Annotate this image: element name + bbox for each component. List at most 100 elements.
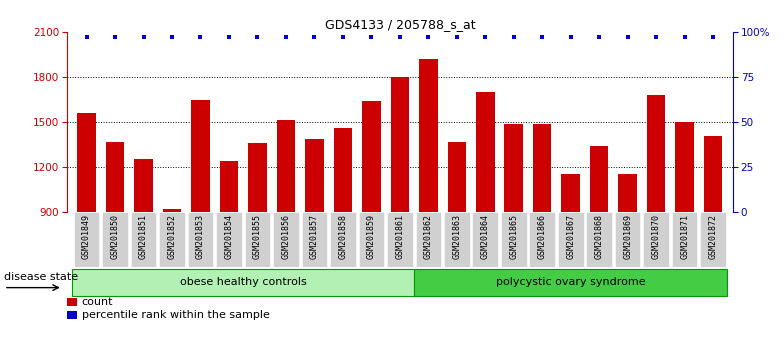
Text: GSM201868: GSM201868 — [595, 214, 604, 259]
Text: GSM201861: GSM201861 — [395, 214, 405, 259]
Point — [137, 34, 150, 40]
Text: GSM201857: GSM201857 — [310, 214, 319, 259]
Bar — [615, 212, 641, 267]
Bar — [529, 212, 555, 267]
Bar — [561, 174, 580, 212]
Text: GSM201855: GSM201855 — [253, 214, 262, 259]
Bar — [106, 142, 125, 212]
Bar — [334, 128, 352, 212]
Bar — [558, 212, 583, 267]
Text: GSM201849: GSM201849 — [82, 214, 91, 259]
Bar — [473, 212, 498, 267]
Bar — [501, 212, 527, 267]
Bar — [448, 142, 466, 212]
Text: GSM201871: GSM201871 — [681, 214, 689, 259]
Point — [109, 34, 122, 40]
FancyBboxPatch shape — [72, 269, 414, 296]
Point — [622, 34, 634, 40]
Bar — [362, 101, 380, 212]
Point — [251, 34, 263, 40]
Bar — [330, 212, 356, 267]
Point — [479, 34, 492, 40]
Text: GSM201867: GSM201867 — [566, 214, 575, 259]
Bar — [700, 212, 726, 267]
Point — [165, 34, 178, 40]
Bar — [131, 212, 156, 267]
Bar — [220, 161, 238, 212]
Bar — [305, 139, 324, 212]
Bar — [504, 124, 523, 212]
Bar — [647, 95, 666, 212]
Text: count: count — [82, 297, 113, 307]
Bar — [358, 212, 384, 267]
Point — [707, 34, 720, 40]
Text: polycystic ovary syndrome: polycystic ovary syndrome — [496, 277, 645, 287]
Bar — [619, 174, 637, 212]
Bar — [163, 210, 181, 212]
Bar — [416, 212, 441, 267]
Text: GSM201856: GSM201856 — [281, 214, 290, 259]
Point — [650, 34, 662, 40]
Bar — [704, 136, 722, 212]
Point — [365, 34, 378, 40]
Bar — [216, 212, 241, 267]
Bar — [245, 212, 270, 267]
Bar — [277, 120, 296, 212]
Point — [593, 34, 605, 40]
Text: GSM201870: GSM201870 — [652, 214, 661, 259]
Bar — [78, 113, 96, 212]
Point — [678, 34, 691, 40]
Point — [564, 34, 577, 40]
Bar — [191, 99, 210, 212]
Point — [507, 34, 520, 40]
Point — [280, 34, 292, 40]
Text: GSM201854: GSM201854 — [224, 214, 234, 259]
Point — [308, 34, 321, 40]
Bar — [67, 298, 77, 306]
Text: GSM201852: GSM201852 — [168, 214, 176, 259]
Text: GDS4133 / 205788_s_at: GDS4133 / 205788_s_at — [325, 18, 475, 31]
Bar — [187, 212, 213, 267]
Bar — [476, 92, 495, 212]
Bar — [586, 212, 612, 267]
Point — [194, 34, 207, 40]
Text: GSM201865: GSM201865 — [510, 214, 518, 259]
Bar — [159, 212, 185, 267]
Point — [536, 34, 549, 40]
Text: GSM201858: GSM201858 — [339, 214, 347, 259]
Point — [451, 34, 463, 40]
Bar — [590, 146, 608, 212]
Text: GSM201850: GSM201850 — [111, 214, 119, 259]
Bar — [249, 143, 267, 212]
Text: GSM201866: GSM201866 — [538, 214, 546, 259]
Bar — [387, 212, 412, 267]
Bar — [302, 212, 327, 267]
Point — [223, 34, 235, 40]
Bar — [533, 124, 551, 212]
Point — [394, 34, 406, 40]
Point — [80, 34, 93, 40]
Point — [336, 34, 349, 40]
Bar — [102, 212, 128, 267]
Text: GSM201863: GSM201863 — [452, 214, 461, 259]
Text: GSM201859: GSM201859 — [367, 214, 376, 259]
Text: disease state: disease state — [4, 272, 78, 282]
Text: GSM201872: GSM201872 — [709, 214, 717, 259]
FancyBboxPatch shape — [414, 269, 728, 296]
Text: GSM201853: GSM201853 — [196, 214, 205, 259]
Text: obese healthy controls: obese healthy controls — [180, 277, 307, 287]
Bar — [444, 212, 470, 267]
Point — [422, 34, 434, 40]
Bar — [675, 122, 694, 212]
Text: GSM201869: GSM201869 — [623, 214, 632, 259]
Bar — [390, 77, 409, 212]
Bar — [273, 212, 299, 267]
Bar — [74, 212, 100, 267]
Text: percentile rank within the sample: percentile rank within the sample — [82, 310, 270, 320]
Bar — [134, 159, 153, 212]
Bar — [419, 59, 437, 212]
Text: GSM201851: GSM201851 — [139, 214, 148, 259]
Text: GSM201864: GSM201864 — [481, 214, 490, 259]
Bar — [67, 311, 77, 319]
Bar — [672, 212, 698, 267]
